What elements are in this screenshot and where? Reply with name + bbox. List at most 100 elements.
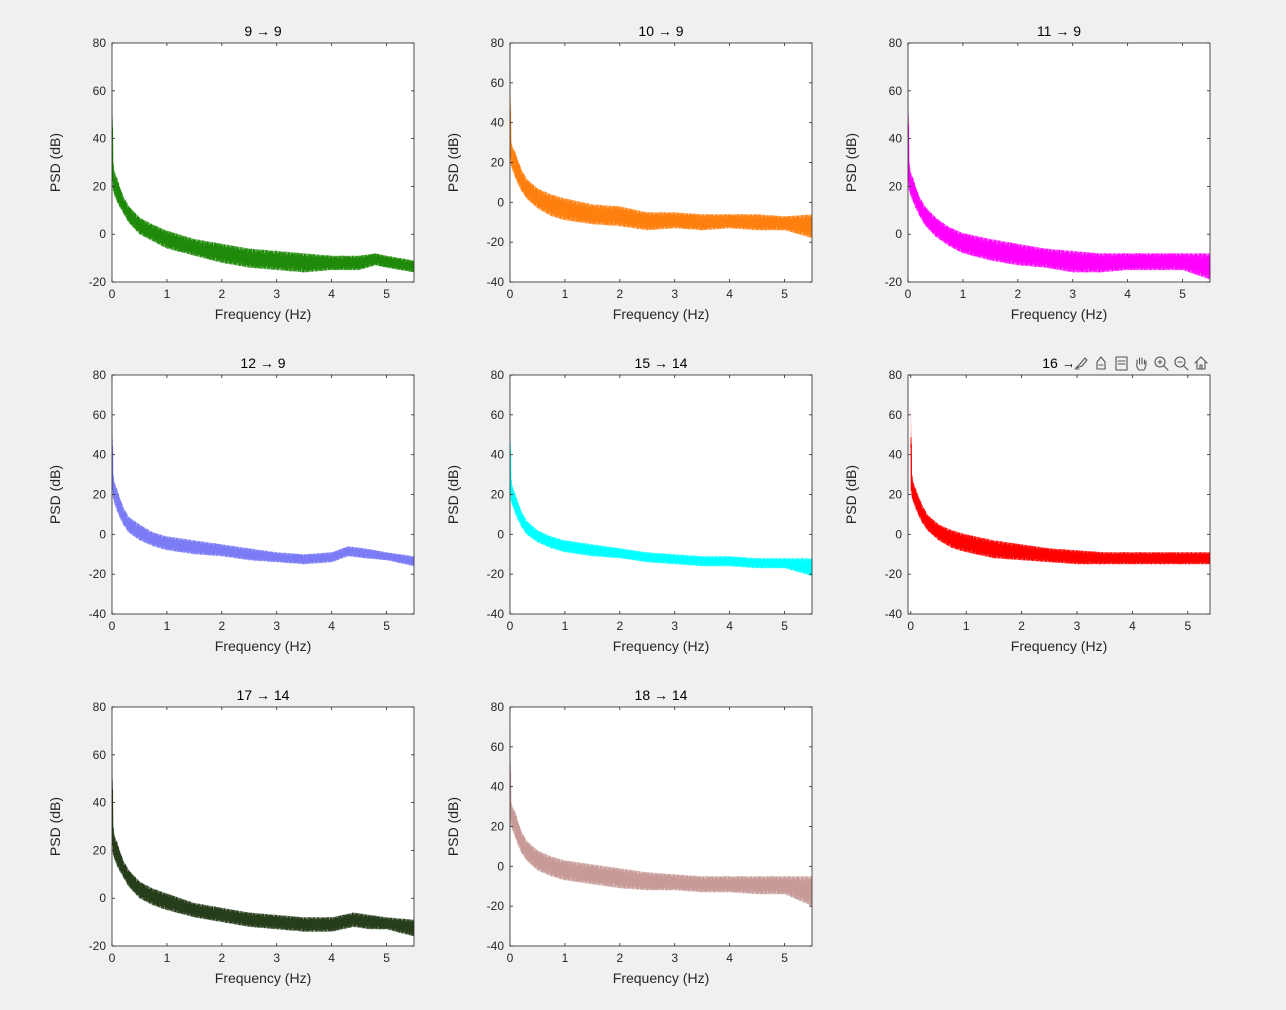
y-tick-label: 60: [491, 408, 505, 422]
x-axis-label: Frequency (Hz): [613, 306, 709, 322]
x-axis-label: Frequency (Hz): [1011, 306, 1107, 322]
toolbar-button-bg[interactable]: [1132, 354, 1150, 372]
y-tick-label: 20: [889, 488, 903, 502]
psd-line: [112, 439, 414, 566]
series-1: [112, 76, 414, 273]
y-axis-label: PSD (dB): [843, 465, 859, 524]
x-tick-label: 4: [726, 619, 733, 633]
subplot-5: 0 1 2 3 4 5 -40 -20 0 20 40 60 80 15 → 14 Frequency (H…: [445, 355, 813, 654]
x-axis-label: Frequency (Hz): [215, 638, 311, 654]
y-tick-label: -20: [885, 567, 903, 581]
brush-glyph: [1074, 357, 1088, 370]
y-tick-label: 0: [99, 527, 106, 541]
x-tick-label: 3: [273, 287, 280, 301]
y-tick-label: -40: [89, 607, 107, 621]
chart-title: 18 → 14: [635, 687, 688, 703]
chart-title: 16 →: [1042, 355, 1075, 371]
y-tick-label: 20: [93, 843, 107, 857]
plot-area: [112, 707, 414, 946]
y-tick-label: 80: [93, 368, 107, 382]
magnifier-glyph: [1174, 356, 1186, 368]
x-tick-label: 4: [328, 951, 335, 965]
x-tick-label: 2: [616, 287, 623, 301]
y-axis-label: PSD (dB): [47, 465, 63, 524]
series-1: [510, 408, 812, 577]
psd-line: [510, 443, 812, 576]
y-tick-label: -20: [487, 235, 505, 249]
x-tick-label: 1: [963, 619, 970, 633]
x-tick-label: 5: [383, 619, 390, 633]
x-tick-label: 0: [109, 619, 116, 633]
y-tick-label: 60: [491, 76, 505, 90]
subplot-2: 0 1 2 3 4 5 -40 -20 0 20 40 60 80 10 → 9 Frequency (Hz…: [445, 23, 813, 322]
x-tick-label: 0: [507, 619, 514, 633]
x-axis-label: Frequency (Hz): [613, 970, 709, 986]
y-tick-label: -20: [89, 275, 107, 289]
y-tick-label: 0: [497, 527, 504, 541]
subplot-6: 0 1 2 3 4 5 -40 -20 0 20 40 60 80 16 → Frequency (Hz) P…: [843, 355, 1211, 654]
y-tick-label: -20: [885, 275, 903, 289]
x-tick-label: 1: [164, 287, 171, 301]
y-tick-label: -40: [487, 275, 505, 289]
chart-title: 15 → 14: [635, 355, 688, 371]
axes-box: [111, 42, 415, 283]
y-axis-label: PSD (dB): [445, 465, 461, 524]
series-1: [510, 726, 812, 907]
x-tick-label: 2: [1018, 619, 1025, 633]
x-tick-label: 4: [1129, 619, 1136, 633]
zoom-in-icon[interactable]: [1152, 354, 1170, 372]
axes-box: [111, 706, 415, 947]
psd-band: [510, 408, 812, 577]
y-tick-label: 80: [889, 368, 903, 382]
psd-line: [910, 436, 1210, 565]
y-tick-label: 40: [491, 780, 505, 794]
series-1: [112, 404, 414, 567]
x-tick-label: 1: [164, 951, 171, 965]
y-tick-label: 60: [93, 748, 107, 762]
x-tick-label: 5: [1179, 287, 1186, 301]
y-tick-label: 20: [491, 156, 505, 170]
x-tick-label: 4: [726, 287, 733, 301]
y-axis-label: PSD (dB): [47, 797, 63, 856]
x-tick-label: 2: [218, 619, 225, 633]
legend-icon[interactable]: [1112, 354, 1130, 372]
x-tick-label: 5: [383, 951, 390, 965]
hand-glyph: [1136, 357, 1147, 371]
y-tick-label: 80: [491, 368, 505, 382]
x-tick-label: 0: [109, 287, 116, 301]
psd-line: [510, 102, 812, 238]
y-tick-label: 40: [889, 448, 903, 462]
plot-area: [112, 375, 414, 614]
zoom-in-plus: [1157, 359, 1169, 371]
zoom-out-icon[interactable]: [1172, 354, 1190, 372]
y-tick-label: -20: [89, 567, 107, 581]
y-tick-label: 0: [497, 195, 504, 209]
home-glyph: [1194, 356, 1208, 370]
chart-title: 10 → 9: [638, 23, 683, 39]
y-tick-label: -20: [487, 567, 505, 581]
psd-line: [908, 116, 1210, 279]
x-tick-label: 3: [671, 287, 678, 301]
psd-line: [112, 118, 414, 273]
axes-box: [907, 42, 1211, 283]
x-tick-label: 5: [781, 951, 788, 965]
legend-lines: [1117, 360, 1126, 365]
y-tick-label: 80: [889, 36, 903, 50]
series-1: [910, 400, 1210, 565]
data-tips-icon[interactable]: [1092, 354, 1110, 372]
home-icon[interactable]: [1192, 354, 1210, 372]
y-tick-label: 60: [889, 408, 903, 422]
y-axis-label: PSD (dB): [47, 133, 63, 192]
y-tick-label: 60: [491, 740, 505, 754]
x-tick-label: 5: [1184, 619, 1191, 633]
brush-icon[interactable]: [1072, 354, 1090, 372]
x-tick-label: 4: [328, 619, 335, 633]
y-tick-label: -40: [487, 939, 505, 953]
pan-hand-icon[interactable]: [1132, 354, 1150, 372]
plot-area: [112, 43, 414, 282]
x-tick-label: 3: [1069, 287, 1076, 301]
y-tick-label: 80: [491, 700, 505, 714]
plot-area: [510, 375, 812, 614]
y-tick-label: 0: [497, 859, 504, 873]
